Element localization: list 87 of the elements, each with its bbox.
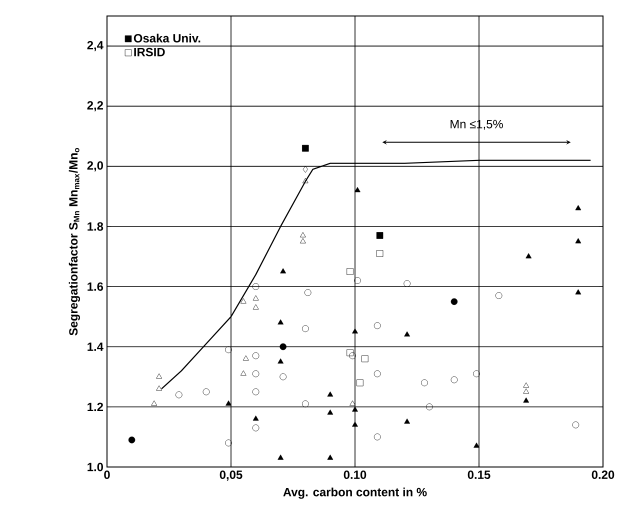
point	[523, 382, 530, 388]
point	[352, 328, 358, 334]
point	[404, 280, 410, 287]
point	[156, 373, 162, 379]
point	[523, 388, 530, 394]
point	[252, 304, 259, 310]
point	[278, 358, 284, 364]
point	[352, 422, 358, 427]
y-tick-label: 2,4	[87, 40, 104, 52]
point	[327, 391, 334, 397]
point	[354, 277, 361, 284]
point	[280, 268, 286, 274]
point	[242, 355, 249, 361]
y-axis-title: Segregationfactor S$_{Mn}$ Mn$_{max}$/Mn$_{o}$	[68, 148, 80, 336]
point	[240, 370, 246, 376]
x-axis-title: Avg. carbon content in %	[283, 488, 427, 499]
point	[362, 355, 368, 362]
legend-label: IRSID	[134, 48, 165, 56]
point	[302, 325, 309, 332]
point	[225, 440, 232, 446]
point	[278, 319, 284, 324]
point	[304, 289, 312, 296]
x-tick-label: 0.10	[344, 470, 366, 479]
point	[426, 403, 433, 410]
point	[252, 416, 259, 421]
y-tick-label: 2,2	[87, 101, 104, 112]
point	[327, 409, 334, 415]
point	[374, 322, 381, 330]
point	[450, 376, 458, 384]
x-tick-label: 0.20	[592, 470, 614, 479]
y-tick-label: 1.6	[88, 282, 104, 291]
point	[526, 253, 532, 258]
point	[354, 186, 360, 192]
point	[350, 400, 356, 406]
point	[240, 298, 246, 304]
point	[252, 424, 260, 432]
point	[376, 232, 384, 239]
point	[252, 370, 260, 378]
point	[346, 268, 354, 275]
point	[302, 166, 308, 173]
point	[300, 238, 306, 244]
y-tick-label: 2,0	[87, 161, 103, 172]
point	[346, 349, 354, 356]
point	[404, 418, 410, 424]
x-tick-label: 0.15	[468, 470, 490, 479]
point	[302, 144, 309, 152]
y-tick-label: 1.2	[88, 402, 104, 412]
point	[176, 391, 182, 398]
point	[202, 388, 210, 396]
point	[225, 346, 232, 354]
point	[327, 454, 334, 460]
point	[156, 385, 162, 391]
point	[278, 454, 284, 460]
point	[575, 238, 582, 244]
point	[421, 379, 428, 386]
point	[280, 343, 286, 350]
point	[252, 352, 260, 360]
point	[302, 400, 309, 408]
point	[252, 388, 260, 396]
point	[300, 232, 306, 238]
point	[356, 379, 364, 386]
point	[280, 373, 286, 380]
x-tick-label: 0,05	[220, 470, 242, 481]
point	[376, 250, 384, 257]
point	[575, 205, 582, 210]
point	[450, 298, 458, 306]
x-tick-label: 0	[104, 470, 110, 479]
point	[374, 434, 381, 440]
point	[226, 400, 232, 406]
point	[252, 295, 259, 300]
point	[572, 422, 580, 428]
point	[349, 352, 356, 360]
point	[252, 283, 260, 290]
point	[374, 370, 381, 378]
y-tick-label: 1.0	[88, 462, 103, 472]
point	[302, 178, 308, 184]
y-tick-label: 1.8	[88, 222, 104, 231]
point	[575, 289, 582, 294]
point	[128, 436, 136, 444]
point	[474, 442, 480, 448]
legend-label: Osaka Univ.	[134, 34, 200, 42]
y-tick-label: 1.4	[88, 342, 104, 351]
point	[495, 292, 502, 300]
point	[404, 331, 410, 336]
point	[473, 370, 480, 378]
point	[151, 400, 158, 406]
point	[523, 397, 530, 403]
